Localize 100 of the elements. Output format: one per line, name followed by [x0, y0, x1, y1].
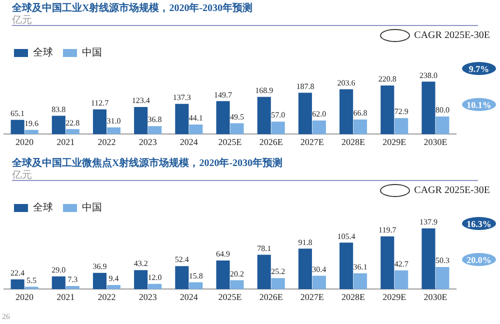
data-label: 12.0: [148, 273, 162, 282]
data-label: 112.7: [90, 98, 109, 108]
bar: [92, 109, 107, 134]
data-label: 168.9: [255, 86, 274, 96]
data-label: 31.0: [106, 116, 121, 126]
bar: [353, 273, 368, 290]
bar: [134, 106, 148, 134]
bar: [106, 285, 120, 290]
oval-badge: 20.0%: [462, 253, 496, 266]
x-tick-label: 2025E: [218, 292, 242, 302]
oval-badge: 16.3%: [462, 217, 496, 230]
data-label: 203.6: [337, 78, 356, 88]
x-tick-label: 2021: [56, 292, 75, 302]
bar: [148, 284, 162, 290]
x-tick-label: 2020: [16, 292, 34, 302]
oval-badge: 9.7%: [462, 62, 496, 75]
chart-subtitle: 亿元: [12, 169, 32, 182]
bar: [394, 270, 408, 290]
data-label: 19.6: [24, 118, 39, 128]
data-label: 52.4: [174, 255, 189, 264]
legend-label: 中国: [82, 46, 102, 59]
bar: [312, 120, 326, 134]
data-label: 57.0: [271, 110, 286, 120]
chart-subtitle: 亿元: [12, 14, 32, 27]
bar: [436, 116, 450, 134]
bar: [394, 118, 408, 134]
bar: [106, 127, 120, 134]
data-label: 65.1: [10, 108, 25, 118]
bar: [52, 276, 66, 290]
data-label: 72.9: [394, 107, 408, 116]
bar: [175, 266, 189, 290]
bar: [271, 278, 285, 290]
bar: [340, 89, 354, 134]
x-tick-label: 2026E: [259, 292, 284, 302]
bar: [189, 124, 203, 134]
bar: [380, 85, 394, 134]
legend-label: 全球: [33, 46, 53, 59]
bar: [175, 104, 189, 134]
x-tick-label: 2025E: [218, 136, 242, 147]
bar: [436, 267, 450, 290]
x-tick-label: 2024: [180, 136, 198, 147]
bar: [257, 254, 271, 290]
data-label: 43.2: [134, 259, 148, 268]
bar: [92, 272, 107, 290]
x-tick-label: 2027E: [300, 136, 324, 147]
x-tick-label: 2030E: [424, 292, 448, 302]
x-tick-label: 2024: [180, 292, 198, 302]
data-label: 137.3: [172, 92, 191, 102]
data-label: 62.0: [312, 110, 326, 119]
legend-label: 中国: [82, 202, 102, 214]
x-tick-label: 2023: [138, 136, 158, 147]
data-label: 36.1: [353, 262, 368, 272]
oval-badge: 10.1%: [462, 98, 496, 111]
data-label: 29.0: [52, 265, 66, 274]
x-tick-label: 2020: [16, 136, 34, 147]
bar: [148, 126, 162, 134]
chart-title: 全球及中国工业X射线源市场规模，2020年-2030年预测: [12, 1, 253, 15]
data-label: 64.9: [216, 250, 230, 259]
data-label: 44.1: [188, 114, 203, 123]
legend-label: 全球: [33, 202, 53, 214]
x-tick-label: 2022: [98, 292, 116, 302]
data-label: 5.5: [26, 276, 37, 285]
data-label: 22.8: [66, 118, 80, 128]
x-tick-label: 2022: [98, 136, 116, 147]
bar: [66, 286, 80, 290]
bar: [230, 123, 244, 134]
chart-title: 全球及中国工业微焦点X射线源市场规模，2020年-2030年预测: [12, 156, 283, 170]
x-tick-label: 2028E: [342, 136, 366, 147]
data-label: 80.0: [435, 106, 450, 115]
data-label: 25.2: [271, 267, 286, 276]
data-label: 238.0: [419, 70, 438, 80]
bar: [10, 279, 24, 290]
data-label: 42.7: [394, 259, 408, 268]
bar: [189, 282, 203, 290]
data-label: 66.8: [353, 108, 368, 118]
data-label: 50.3: [435, 256, 450, 266]
data-label: 49.5: [230, 112, 244, 122]
text: 26: [2, 312, 10, 321]
x-tick-label: 2026E: [259, 136, 284, 147]
x-tick-label: 2030E: [424, 136, 448, 147]
bar: [298, 92, 312, 134]
data-label: 149.7: [214, 90, 232, 100]
text: CAGR 2025E-30E: [414, 30, 490, 41]
data-label: 119.7: [378, 225, 396, 234]
bar: [52, 116, 66, 134]
bar: [10, 120, 24, 134]
data-label: 20.2: [230, 269, 244, 278]
bar: [422, 82, 436, 134]
data-label: 22.4: [10, 268, 25, 278]
text: CAGR 2025E-30E: [414, 185, 490, 196]
data-label: 7.3: [68, 275, 78, 284]
bar: [340, 242, 354, 290]
data-label: 83.8: [52, 104, 66, 114]
data-label: 220.8: [378, 74, 396, 84]
data-label: 36.9: [92, 262, 107, 272]
bar: [257, 96, 271, 134]
bar: [24, 130, 38, 134]
bar: [422, 228, 436, 290]
data-label: 78.1: [257, 244, 272, 253]
x-tick-label: 2027E: [300, 292, 324, 302]
